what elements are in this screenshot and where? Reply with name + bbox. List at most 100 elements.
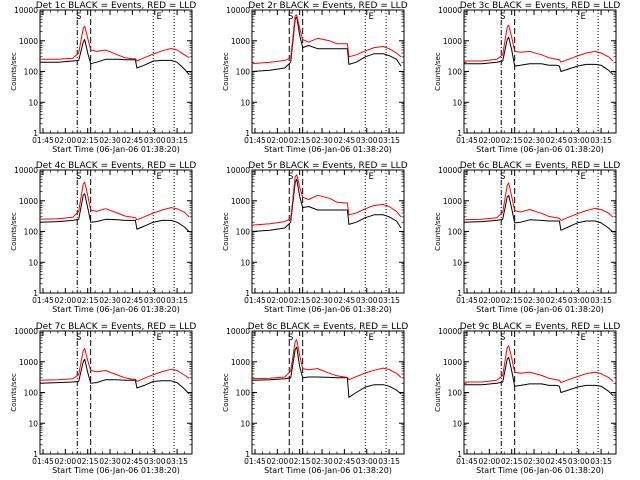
chart-title: Det 6c BLACK = Events, RED = LLD <box>460 161 621 171</box>
x-tick-label: 03:00 <box>144 136 166 145</box>
series-line-events <box>40 39 190 75</box>
series-line-events <box>39 193 190 232</box>
x-tick-label: 01:45 <box>32 296 54 305</box>
y-tick-label: 1000 <box>19 197 38 206</box>
x-tick-label: 02:30 <box>99 457 121 466</box>
time-marker-label: S <box>500 12 505 22</box>
x-tick-label: 01:45 <box>244 296 266 305</box>
series-line-lld <box>463 182 614 221</box>
y-tick-label: 10000 <box>226 6 250 15</box>
x-tick-label: 02:45 <box>546 296 568 305</box>
y-axis-label: Counts/sec <box>222 212 230 251</box>
x-tick-label: 03:00 <box>356 296 378 305</box>
series-line-lld <box>251 339 402 381</box>
x-tick-label: 01:45 <box>456 296 478 305</box>
y-tick-label: 100 <box>236 68 251 77</box>
x-axis-label: Start Time (06-Jan-06 01:38:20) <box>476 466 604 475</box>
y-tick-label: 10 <box>28 419 38 428</box>
series-line-events <box>39 358 190 395</box>
time-marker-label: E <box>157 172 162 182</box>
x-tick-label: 02:30 <box>523 296 545 305</box>
x-tick-label: 02:45 <box>334 136 356 145</box>
x-tick-label: 02:45 <box>546 136 568 145</box>
y-tick-label: 1 <box>245 289 250 298</box>
y-tick-label: 1000 <box>19 37 38 46</box>
x-tick-label: 03:00 <box>144 296 166 305</box>
y-tick-label: 10 <box>28 98 38 107</box>
x-tick-label: 01:45 <box>244 457 266 466</box>
chart-title: Det 5r BLACK = Events, RED = LLD <box>248 161 407 171</box>
chart-panel-2: Det 2r BLACK = Events, RED = LLD 1 10 100 10… <box>222 1 408 154</box>
x-tick-label: 03:00 <box>568 296 590 305</box>
x-tick-label: 02:00 <box>55 296 77 305</box>
x-tick-label: 03:00 <box>144 457 166 466</box>
x-axis-label: Start Time (06-Jan-06 01:38:20) <box>264 466 392 475</box>
y-tick-label: 100 <box>24 228 39 237</box>
x-tick-label: 02:15 <box>77 136 99 145</box>
x-axis-label: Start Time (06-Jan-06 01:38:20) <box>52 145 180 154</box>
time-marker-label: S <box>76 12 81 22</box>
x-tick-label: 02:00 <box>55 457 77 466</box>
x-tick-label: 02:15 <box>289 296 311 305</box>
chart-panel-7: Det 7c BLACK = Events, RED = LLD 1 10 100 10… <box>10 322 196 475</box>
x-tick-label: 03:00 <box>356 136 378 145</box>
y-tick-label: 10 <box>452 98 462 107</box>
time-marker-label: E <box>369 12 374 22</box>
x-tick-label: 03:00 <box>568 136 590 145</box>
y-axis-label: Counts/sec <box>222 373 230 412</box>
y-tick-label: 1000 <box>231 197 250 206</box>
series-line-lld <box>251 174 402 226</box>
time-marker-label: E <box>581 333 586 343</box>
plot-frame <box>39 330 193 455</box>
time-marker-label: E <box>157 333 162 343</box>
x-tick-label: 02:30 <box>311 457 333 466</box>
x-tick-label: 02:30 <box>311 136 333 145</box>
plot-frame <box>39 169 193 294</box>
x-tick-label: 01:45 <box>32 457 54 466</box>
series-line-lld <box>39 348 190 382</box>
time-marker-label: S <box>76 333 81 343</box>
x-axis-label: Start Time (06-Jan-06 01:38:20) <box>476 145 604 154</box>
plot-frame <box>251 169 405 294</box>
chart-panel-6: Det 6c BLACK = Events, RED = LLD 1 10 100 10… <box>434 161 620 314</box>
y-tick-label: 1 <box>33 450 38 459</box>
y-tick-label: 10 <box>240 98 250 107</box>
y-tick-label: 100 <box>448 389 463 398</box>
chart-panel-4: Det 4c BLACK = Events, RED = LLD 1 10 100 10… <box>10 161 196 314</box>
series-line-events <box>463 194 614 233</box>
y-tick-label: 10 <box>28 258 38 267</box>
x-tick-label: 02:15 <box>77 457 99 466</box>
chart-panel-3: Det 3c BLACK = Events, RED = LLD 1 10 100 10… <box>434 1 620 154</box>
x-tick-label: 03:15 <box>166 136 188 145</box>
series-line-events <box>251 16 402 72</box>
chart-title: Det 7c BLACK = Events, RED = LLD <box>36 322 197 332</box>
x-tick-label: 02:15 <box>501 457 523 466</box>
x-tick-label: 03:00 <box>356 457 378 466</box>
y-tick-label: 10000 <box>14 6 38 15</box>
x-tick-label: 02:15 <box>289 457 311 466</box>
x-tick-label: 02:00 <box>267 457 289 466</box>
y-tick-label: 1000 <box>443 37 462 46</box>
y-tick-label: 1 <box>457 289 462 298</box>
y-tick-label: 10 <box>452 258 462 267</box>
y-tick-label: 10 <box>452 419 462 428</box>
y-tick-label: 10000 <box>14 166 38 175</box>
x-tick-label: 02:00 <box>267 136 289 145</box>
x-tick-label: 02:00 <box>267 296 289 305</box>
x-axis-label: Start Time (06-Jan-06 01:38:20) <box>264 305 392 314</box>
plot-frame <box>251 9 405 134</box>
y-axis-label: Counts/sec <box>10 373 18 412</box>
x-tick-label: 02:45 <box>334 296 356 305</box>
time-marker-label: S <box>500 333 505 343</box>
y-tick-label: 100 <box>24 389 39 398</box>
x-tick-label: 03:15 <box>590 136 612 145</box>
x-tick-label: 02:00 <box>55 136 77 145</box>
y-tick-label: 10000 <box>438 6 462 15</box>
y-axis-label: Counts/sec <box>10 212 18 251</box>
x-tick-label: 01:45 <box>32 136 54 145</box>
y-tick-label: 100 <box>24 68 39 77</box>
x-tick-label: 02:15 <box>501 296 523 305</box>
x-axis-label: Start Time (06-Jan-06 01:38:20) <box>476 305 604 314</box>
y-tick-label: 1 <box>245 129 250 138</box>
y-tick-label: 1 <box>33 289 38 298</box>
